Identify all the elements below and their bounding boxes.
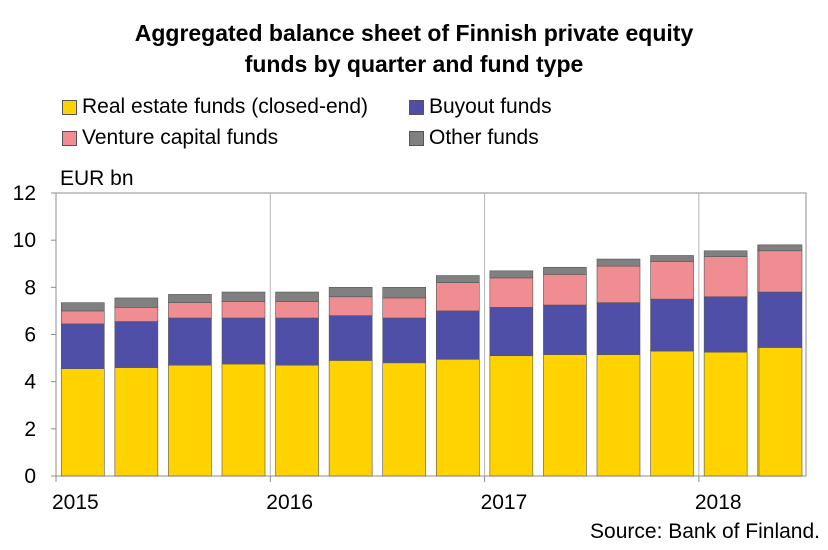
bar-segment [758, 347, 803, 477]
bar-segment [650, 255, 694, 262]
bar-segment [328, 360, 373, 477]
legend-label-other: Other funds [429, 126, 539, 149]
bar-segment [221, 301, 266, 319]
bar-segment [596, 265, 641, 303]
bar-segment [60, 310, 105, 325]
y-tick-label: 8 [24, 276, 36, 299]
x-year-label: 2016 [266, 491, 313, 514]
bar-segment [596, 354, 641, 477]
y-tick-label: 12 [13, 182, 36, 205]
bar-segment [703, 256, 748, 298]
bar-segment [758, 291, 803, 348]
bar-segment [435, 282, 480, 312]
bar-segment [650, 261, 694, 300]
bar-segment [221, 317, 266, 365]
bar-segment [221, 363, 266, 477]
bar-segment [328, 287, 373, 298]
bar-segment [596, 258, 641, 267]
bar-segment [382, 297, 427, 319]
bar-segment [758, 250, 803, 293]
title-line-1: Aggregated balance sheet of Finnish priv… [134, 20, 694, 46]
bar-segment [60, 368, 105, 477]
x-year-label: 2018 [695, 491, 742, 514]
bar-segment [382, 317, 427, 364]
bar-segment [275, 301, 319, 319]
x-year-label: 2015 [52, 491, 99, 514]
bar-segment [758, 244, 803, 252]
x-year-label: 2017 [481, 491, 528, 514]
bar-segment [543, 274, 587, 306]
bar-segment [703, 250, 748, 257]
bar-segment [382, 287, 427, 299]
legend-item-buyout: Buyout funds [409, 95, 552, 119]
bar-segment [543, 266, 587, 275]
bar-segment [328, 296, 373, 316]
bar-segment [114, 297, 159, 308]
bar-segment [703, 296, 748, 353]
legend-swatch-buyout [409, 99, 424, 115]
bar-segment [275, 291, 319, 302]
source-note: Source: Bank of Finland. [590, 520, 820, 543]
bar-segment [114, 307, 159, 322]
legend-item-real-estate: Real estate funds (closed-end) [62, 95, 368, 119]
bar-segment [221, 291, 266, 302]
y-tick-label: 0 [24, 465, 36, 488]
bar-segment [435, 275, 480, 283]
bar-segment [168, 317, 212, 366]
legend-swatch-other [409, 130, 424, 146]
bar-segment [168, 364, 212, 477]
bar-segment [435, 358, 480, 477]
bar-segment [435, 310, 480, 360]
y-tick-label: 4 [24, 371, 36, 394]
y-tick-label: 2 [24, 418, 36, 441]
bar-segment [489, 307, 534, 357]
bar-segment [168, 294, 212, 303]
bar-segment [328, 315, 373, 361]
legend-item-venture: Venture capital funds [62, 126, 278, 150]
bar-segment [275, 317, 319, 366]
bar-segment [543, 304, 587, 355]
y-tick-label: 10 [13, 229, 36, 252]
legend-label-real-estate: Real estate funds (closed-end) [82, 95, 368, 118]
bar-segment [489, 355, 534, 477]
bar-segment [114, 321, 159, 368]
bar-segment [60, 323, 105, 369]
bar-segment [382, 362, 427, 477]
bar-segment [114, 367, 159, 477]
bar-segment [703, 351, 748, 477]
bar-segment [650, 350, 694, 477]
bar-segment [596, 302, 641, 355]
bar-segment [275, 364, 319, 477]
bar-segment [543, 354, 587, 477]
bar-segment [489, 270, 534, 279]
bar-segment [60, 302, 105, 312]
bar-segment [650, 298, 694, 352]
legend-label-buyout: Buyout funds [429, 95, 552, 118]
y-tick-label: 6 [24, 324, 36, 347]
bar-segment [489, 277, 534, 308]
bar-segment [168, 302, 212, 319]
y-axis-unit-label: EUR bn [60, 167, 134, 190]
chart-title: Aggregated balance sheet of Finnish priv… [0, 18, 828, 80]
legend-swatch-venture [62, 130, 77, 146]
title-line-2: funds by quarter and fund type [244, 51, 584, 77]
legend-swatch-real-estate [62, 99, 77, 115]
legend-label-venture: Venture capital funds [82, 126, 279, 149]
legend-item-other: Other funds [409, 126, 539, 150]
